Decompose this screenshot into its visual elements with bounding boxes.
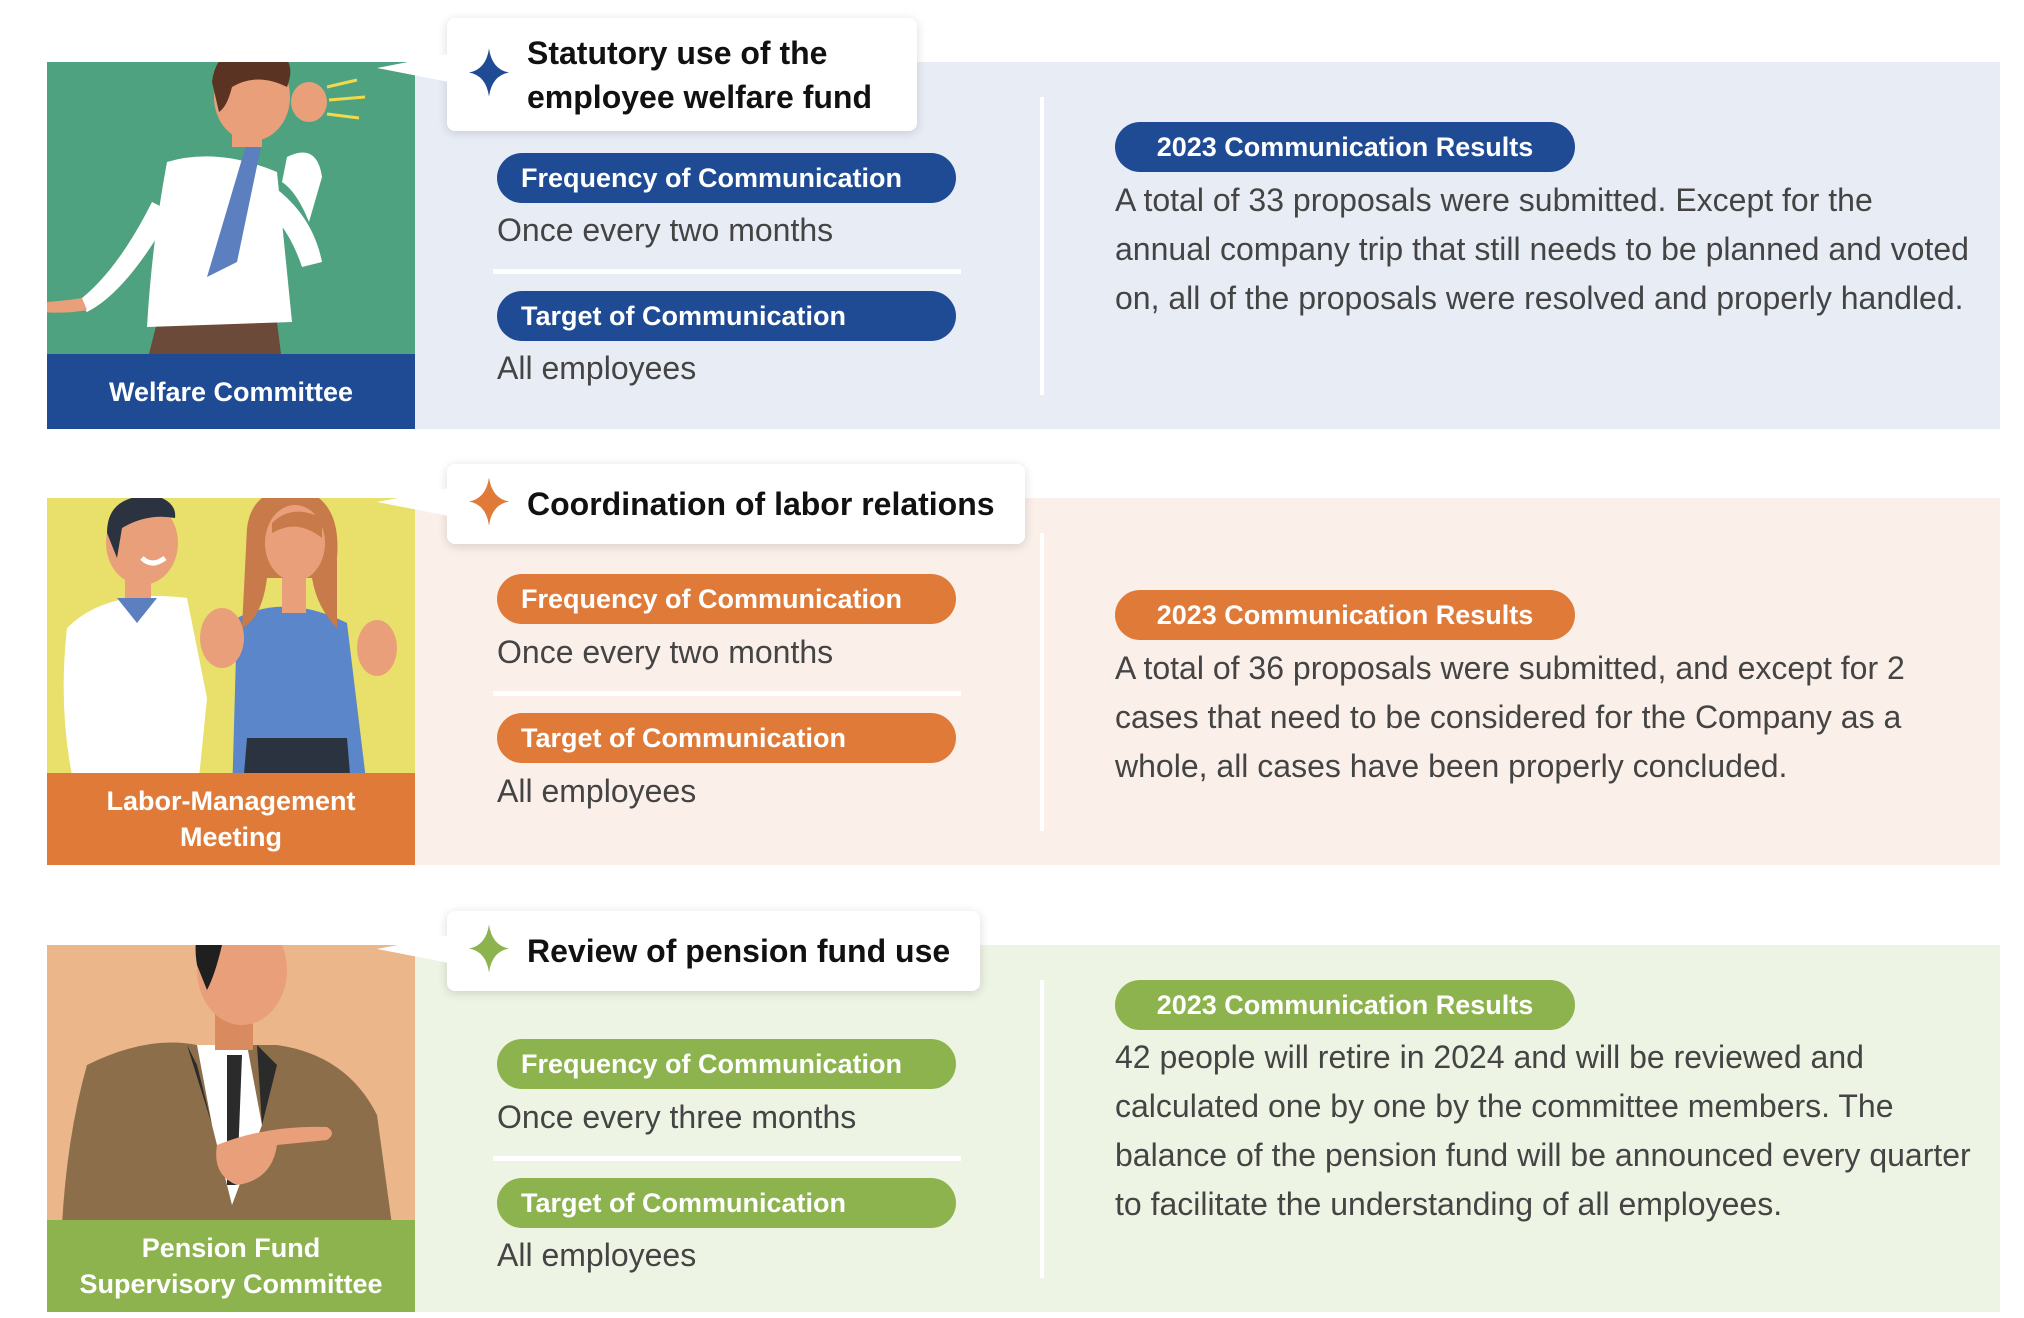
divider xyxy=(493,269,961,274)
clapping-couple-illustration: Labor-Management Meeting xyxy=(47,498,415,865)
vertical-divider xyxy=(1040,980,1044,1278)
purpose-text: Coordination of labor relations xyxy=(527,486,995,522)
results-text: A total of 36 proposals were submitted, … xyxy=(1115,650,1905,784)
committee-label: Labor-Management Meeting xyxy=(47,773,415,865)
committee-label: Pension Fund Supervisory Committee xyxy=(47,1220,415,1312)
frequency-value: Once every two months xyxy=(497,212,834,248)
results-text: A total of 33 proposals were submitted. … xyxy=(1115,182,1969,316)
divider xyxy=(493,1156,961,1161)
frequency-label: Frequency of Communication xyxy=(497,1039,956,1089)
purpose-text: Review of pension fund use xyxy=(527,933,951,969)
pension-fund-section: Pension Fund Supervisory Committee Revie… xyxy=(47,911,2000,1312)
divider xyxy=(493,691,961,696)
purpose-bubble: Review of pension fund use xyxy=(377,911,981,991)
target-label: Target of Communication xyxy=(497,291,956,341)
target-value: All employees xyxy=(497,350,697,386)
purpose-bubble: Statutory use of the employee welfare fu… xyxy=(377,18,917,131)
purpose-text: Statutory use of the employee welfare fu… xyxy=(527,34,872,115)
sparkle-icon xyxy=(469,477,509,531)
pointing-man-illustration: Pension Fund Supervisory Committee xyxy=(47,945,415,1312)
welfare-committee-section: Welfare Committee Statutory use of the e… xyxy=(47,18,2000,429)
target-label: Target of Communication xyxy=(497,713,956,763)
labor-management-section: Labor-Management Meeting Coordination of… xyxy=(47,464,2000,865)
vertical-divider xyxy=(1040,533,1044,831)
committee-label: Welfare Committee xyxy=(47,354,415,429)
target-value: All employees xyxy=(497,773,697,809)
frequency-label: Frequency of Communication xyxy=(497,574,956,624)
section-panel xyxy=(415,498,2000,865)
sparkle-icon xyxy=(469,924,509,978)
sparkle-icon xyxy=(469,48,509,101)
results-label: 2023 Communication Results xyxy=(1115,980,1575,1030)
target-value: All employees xyxy=(497,1237,697,1273)
results-label: 2023 Communication Results xyxy=(1115,590,1575,640)
results-label: 2023 Communication Results xyxy=(1115,122,1575,172)
frequency-value: Once every three months xyxy=(497,1099,857,1135)
target-label: Target of Communication xyxy=(497,1178,956,1228)
shouting-man-illustration: Welfare Committee xyxy=(47,62,415,429)
frequency-value: Once every two months xyxy=(497,634,834,670)
vertical-divider xyxy=(1040,97,1044,395)
purpose-bubble: Coordination of labor relations xyxy=(377,464,1025,544)
frequency-label: Frequency of Communication xyxy=(497,153,956,203)
results-text: 42 people will retire in 2024 and will b… xyxy=(1115,1039,1971,1222)
